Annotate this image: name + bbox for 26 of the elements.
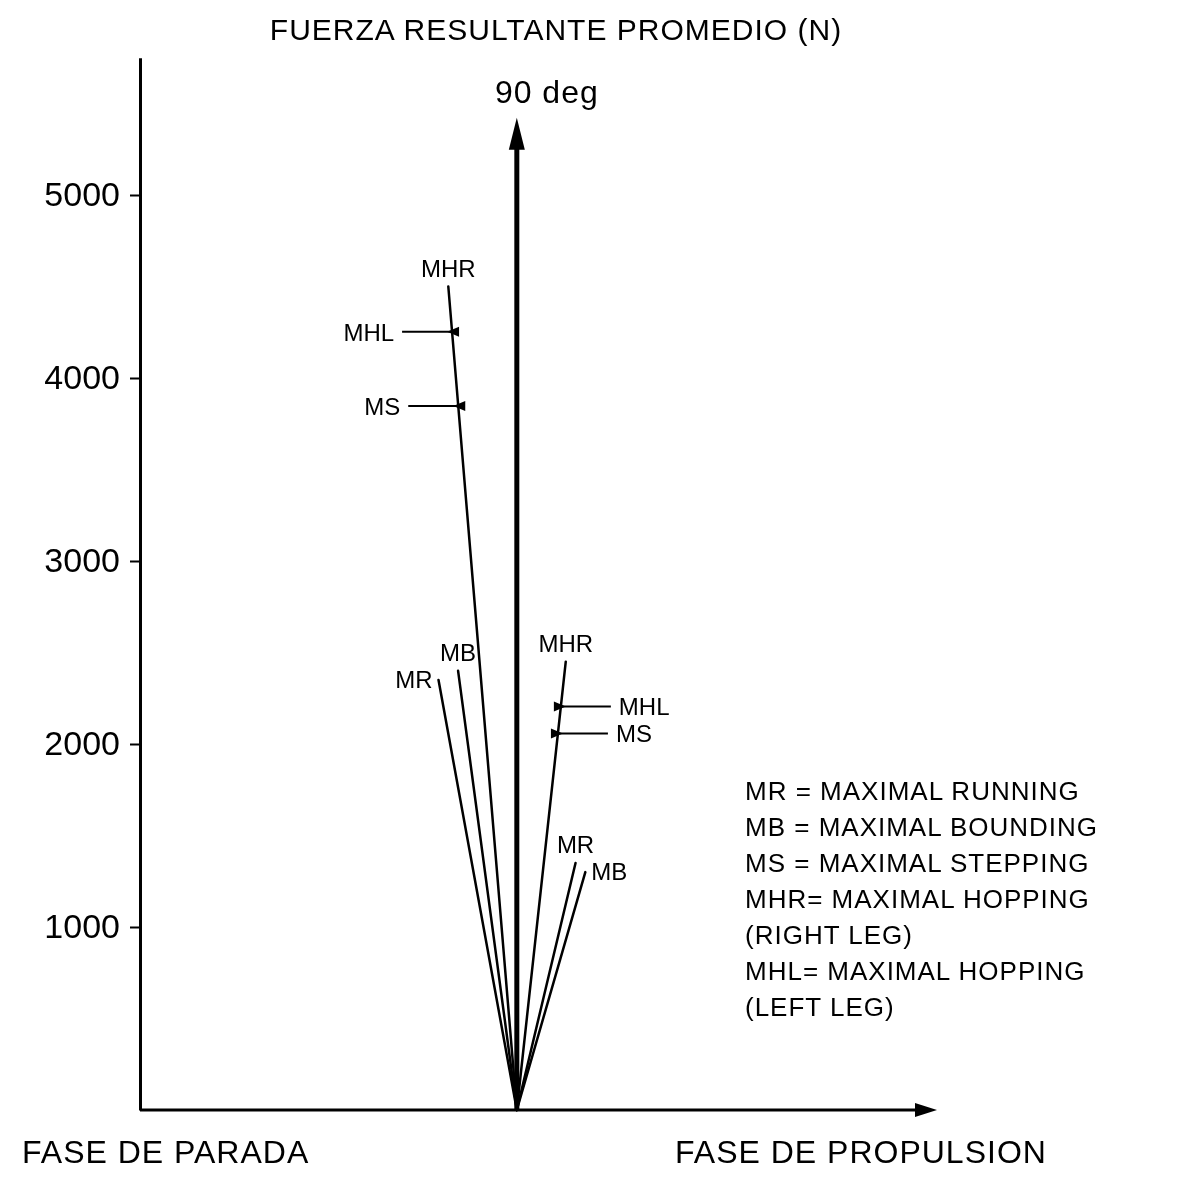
y-tick-label: 4000 xyxy=(44,358,120,397)
series-label: MHR xyxy=(538,629,594,657)
text: FASE DE PARADA xyxy=(22,1134,310,1170)
annotation: MHL xyxy=(343,318,395,346)
annotation: MS = MAXIMAL STEPPING xyxy=(745,848,1090,878)
annotation: (LEFT LEG) xyxy=(745,992,895,1022)
annotation: MS xyxy=(364,392,401,420)
series-label: MR xyxy=(556,830,595,858)
annotation: MS xyxy=(615,720,652,748)
y-axis-title: FUERZA RESULTANTE PROMEDIO (N) xyxy=(269,12,843,46)
annotation: MHR= MAXIMAL HOPPING xyxy=(745,884,1090,914)
annotation: 90 deg xyxy=(494,73,599,110)
series-label: MB xyxy=(440,638,477,666)
annotation: MHL= MAXIMAL HOPPING xyxy=(745,956,1086,986)
y-tick-label: 1000 xyxy=(44,907,120,946)
text: FASE DE PROPULSION xyxy=(675,1134,1047,1170)
y-tick-label: 2000 xyxy=(44,724,120,763)
series-label: MB xyxy=(591,858,628,886)
annotation: MR = MAXIMAL RUNNING xyxy=(745,776,1080,806)
annotation: MHL xyxy=(618,693,670,721)
y-tick-label: 5000 xyxy=(44,175,120,214)
series-label: MR xyxy=(395,665,433,693)
y-tick-label: 3000 xyxy=(44,541,120,580)
annotation: (RIGHT LEG) xyxy=(745,920,913,950)
annotation: MB = MAXIMAL BOUNDING xyxy=(745,812,1099,842)
series-label: MHR xyxy=(420,254,476,282)
